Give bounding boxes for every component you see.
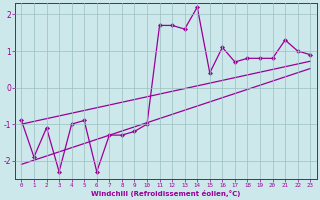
X-axis label: Windchill (Refroidissement éolien,°C): Windchill (Refroidissement éolien,°C) [91, 190, 241, 197]
